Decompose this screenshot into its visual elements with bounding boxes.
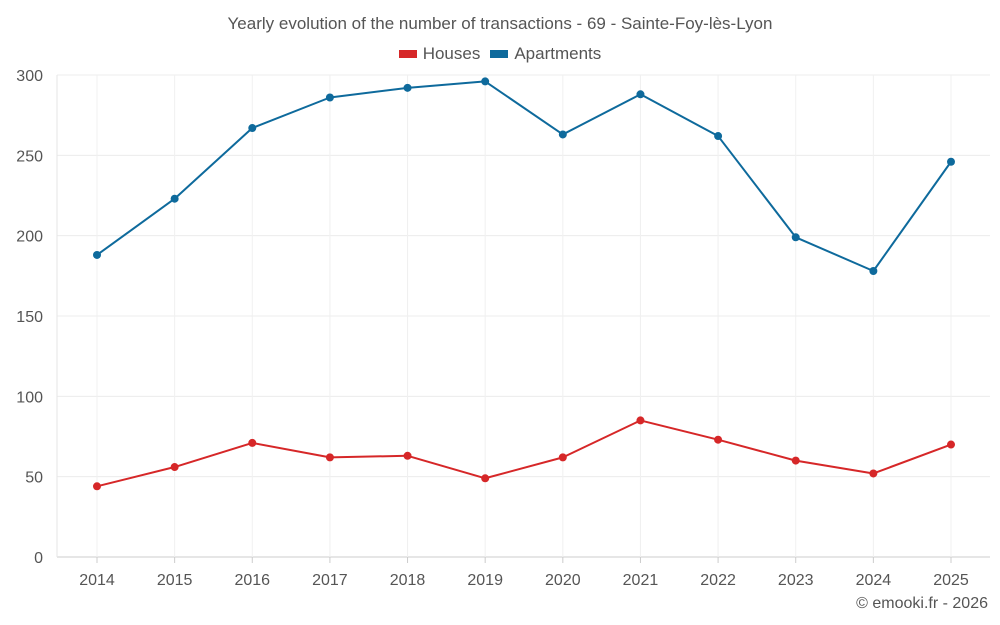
y-tick-label: 50 xyxy=(25,470,43,487)
data-point-houses xyxy=(947,440,955,449)
data-point-apartments xyxy=(636,90,645,99)
data-point-apartments xyxy=(403,83,412,92)
y-tick-label: 300 xyxy=(16,68,43,85)
data-point-apartments xyxy=(714,132,723,141)
data-point-houses xyxy=(481,474,490,483)
x-tick-label: 2018 xyxy=(390,572,426,589)
data-point-apartments xyxy=(791,233,800,242)
x-tick-label: 2020 xyxy=(545,572,581,589)
y-tick-label: 150 xyxy=(16,309,43,326)
data-point-houses xyxy=(93,482,101,491)
legend: Houses Apartments xyxy=(0,44,1000,64)
data-point-houses xyxy=(791,456,800,465)
y-tick-label: 100 xyxy=(16,389,43,406)
x-tick-label: 2017 xyxy=(312,572,348,589)
data-point-apartments xyxy=(325,93,334,102)
y-tick-label: 200 xyxy=(16,229,43,246)
y-tick-label: 250 xyxy=(16,148,43,165)
data-point-houses xyxy=(714,435,723,444)
series-line-houses xyxy=(96,419,952,488)
data-point-apartments xyxy=(93,250,101,259)
data-point-apartments xyxy=(481,77,490,86)
legend-swatch-apartments xyxy=(490,50,509,58)
data-point-houses xyxy=(325,453,334,462)
data-point-houses xyxy=(403,451,412,460)
x-tick-label: 2021 xyxy=(623,572,659,589)
x-tick-label: 2016 xyxy=(234,572,270,589)
data-point-houses xyxy=(248,438,257,447)
legend-label-houses: Houses xyxy=(422,44,481,63)
legend-swatch-houses xyxy=(398,50,417,58)
x-tick-label: 2023 xyxy=(778,572,814,589)
x-tick-label: 2014 xyxy=(79,572,115,589)
data-point-houses xyxy=(636,416,645,425)
x-tick-label: 2019 xyxy=(467,572,503,589)
x-tick-label: 2022 xyxy=(700,572,736,589)
footer-credit: © emooki.fr - 2026 xyxy=(856,595,988,612)
data-point-apartments xyxy=(947,157,955,166)
data-point-houses xyxy=(869,469,878,478)
legend-item-houses[interactable]: Houses xyxy=(398,44,481,64)
data-point-houses xyxy=(558,453,567,462)
data-point-houses xyxy=(170,463,179,472)
data-point-apartments xyxy=(170,194,179,203)
data-point-apartments xyxy=(248,124,257,133)
data-point-apartments xyxy=(869,267,878,276)
x-tick-label: 2015 xyxy=(157,572,193,589)
x-tick-label: 2025 xyxy=(933,572,969,589)
legend-item-apartments[interactable]: Apartments xyxy=(490,44,601,64)
legend-label-apartments: Apartments xyxy=(514,44,602,63)
y-tick-label: 0 xyxy=(34,550,43,567)
x-tick-label: 2024 xyxy=(856,572,892,589)
chart-title: Yearly evolution of the number of transa… xyxy=(227,14,773,33)
data-point-apartments xyxy=(558,130,567,139)
series-line-apartments xyxy=(96,80,952,273)
